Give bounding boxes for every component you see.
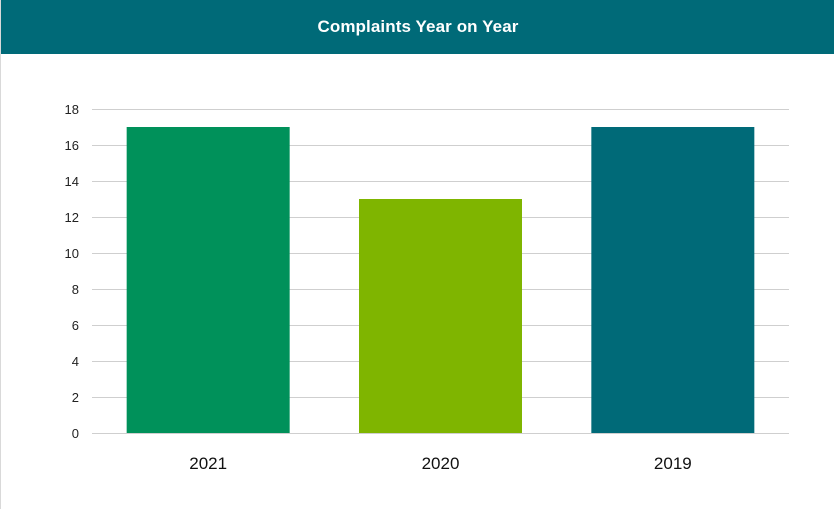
- y-tick-label: 0: [72, 426, 79, 441]
- bars: [126, 127, 755, 433]
- chart-title: Complaints Year on Year: [317, 17, 519, 36]
- y-tick-label: 6: [72, 318, 79, 333]
- y-tick-label: 4: [72, 354, 79, 369]
- y-tick-label: 12: [65, 210, 79, 225]
- y-tick-label: 8: [72, 282, 79, 297]
- bar-2019: [591, 127, 755, 433]
- y-tick-label: 2: [72, 390, 79, 405]
- y-tick-label: 16: [65, 138, 79, 153]
- y-axis-ticks: 0 2 4 6 8 10 12 14 16 18: [65, 102, 79, 441]
- y-tick-label: 18: [65, 102, 79, 117]
- bar-2020: [359, 199, 522, 433]
- x-tick-label-2019: 2019: [654, 454, 692, 473]
- title-bar: Complaints Year on Year: [1, 0, 834, 54]
- y-tick-label: 10: [65, 246, 79, 261]
- x-tick-label-2021: 2021: [189, 454, 227, 473]
- x-axis-ticks: 2021 2020 2019: [189, 454, 691, 473]
- x-tick-label-2020: 2020: [422, 454, 460, 473]
- y-tick-label: 14: [65, 174, 79, 189]
- bar-2021: [126, 127, 290, 433]
